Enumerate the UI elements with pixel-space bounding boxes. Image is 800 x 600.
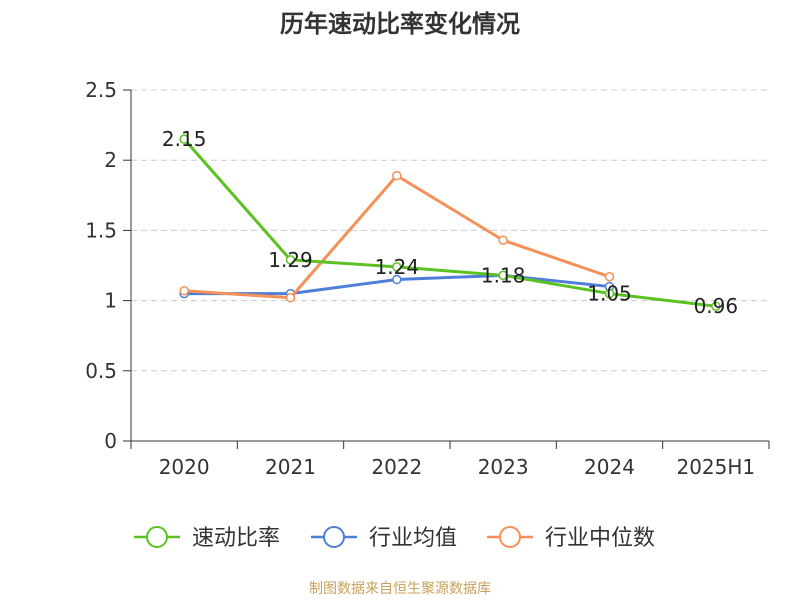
x-tick-label: 2024 xyxy=(584,455,635,479)
x-tick-label: 2020 xyxy=(159,455,210,479)
x-tick-label: 2021 xyxy=(265,455,316,479)
data-label: 1.18 xyxy=(481,263,526,287)
chart-title: 历年速动比率变化情况 xyxy=(280,10,520,38)
data-point xyxy=(392,170,402,181)
data-point xyxy=(179,134,189,144)
y-tick-label: 1 xyxy=(104,289,117,313)
legend-label: 速动比率 xyxy=(192,526,280,551)
x-tick-label: 2025H1 xyxy=(676,455,755,479)
data-point xyxy=(711,301,721,311)
data-point xyxy=(285,255,296,265)
data-point xyxy=(285,293,296,303)
legend-marker xyxy=(146,526,168,548)
data-point xyxy=(179,286,189,296)
legend-marker xyxy=(323,526,345,548)
legend-label: 行业均值 xyxy=(369,526,457,551)
legend-marker xyxy=(499,526,521,548)
data-point xyxy=(392,274,402,285)
series-line xyxy=(183,138,717,308)
data-point xyxy=(498,235,508,245)
data-label: 1.24 xyxy=(375,255,420,279)
source-note: 制图数据来自恒生聚源数据库 xyxy=(309,581,491,597)
data-point xyxy=(498,270,508,281)
x-tick-label: 2022 xyxy=(371,455,422,479)
y-tick-label: 1.5 xyxy=(85,218,117,242)
y-tick-label: 0 xyxy=(104,429,117,453)
x-tick-label: 2023 xyxy=(478,455,529,479)
data-label: 2.15 xyxy=(162,127,207,151)
data-point xyxy=(604,271,615,282)
data-point xyxy=(392,262,402,272)
legend-label: 行业中位数 xyxy=(545,526,655,551)
data-label: 1.29 xyxy=(268,248,313,272)
y-tick-label: 2.5 xyxy=(85,78,117,102)
y-tick-label: 2 xyxy=(104,148,117,172)
data-label: 0.96 xyxy=(694,294,739,318)
data-label: 1.05 xyxy=(587,282,632,306)
y-tick-label: 0.5 xyxy=(85,359,117,383)
data-point xyxy=(604,288,615,299)
